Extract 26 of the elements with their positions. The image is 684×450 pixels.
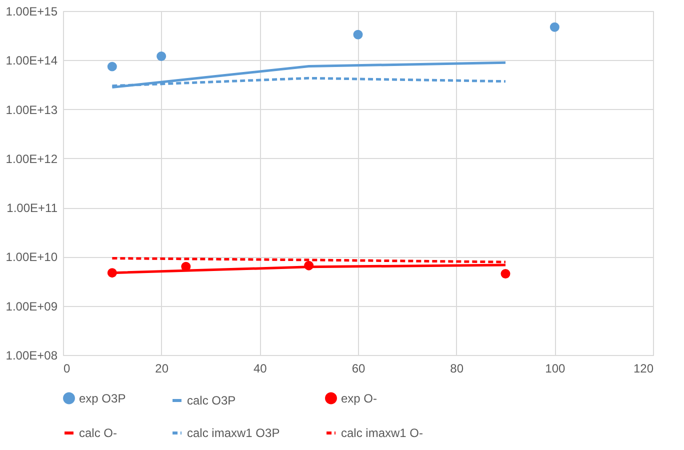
legend-label: calc O- <box>79 426 118 440</box>
x-tick-label: 80 <box>450 362 464 376</box>
x-tick-label: 60 <box>352 362 366 376</box>
x-tick-label: 40 <box>253 362 268 376</box>
x-tick-label: 20 <box>155 362 169 376</box>
legend-label: exp O3P <box>79 391 126 406</box>
y-tick-label: 1.00E+15 <box>6 4 58 18</box>
y-tick-label: 1.00E+11 <box>6 201 58 216</box>
x-tick-label: 100 <box>545 362 566 376</box>
x-tick-label: 0 <box>64 362 70 376</box>
point <box>107 62 117 72</box>
legend-label: exp O- <box>341 391 378 406</box>
legend-label: calc O3P <box>187 394 236 408</box>
y-tick-label: 1.00E+10 <box>6 250 58 264</box>
y-tick-label: 1.00E+13 <box>6 102 58 117</box>
y-tick-label: 1.00E+09 <box>6 299 58 314</box>
point <box>550 22 560 32</box>
y-tick-label: 1.00E+14 <box>6 54 58 68</box>
y-tick-label: 1.00E+12 <box>6 152 58 166</box>
point <box>156 52 166 61</box>
y-tick-label: 1.00E+08 <box>6 348 58 362</box>
legend-label: calc imaxw1 O3P <box>187 426 280 440</box>
x-tick-label: 120 <box>633 362 654 376</box>
legend-label: calc imaxw1 O- <box>341 426 424 440</box>
point <box>353 30 363 40</box>
point <box>500 269 510 278</box>
